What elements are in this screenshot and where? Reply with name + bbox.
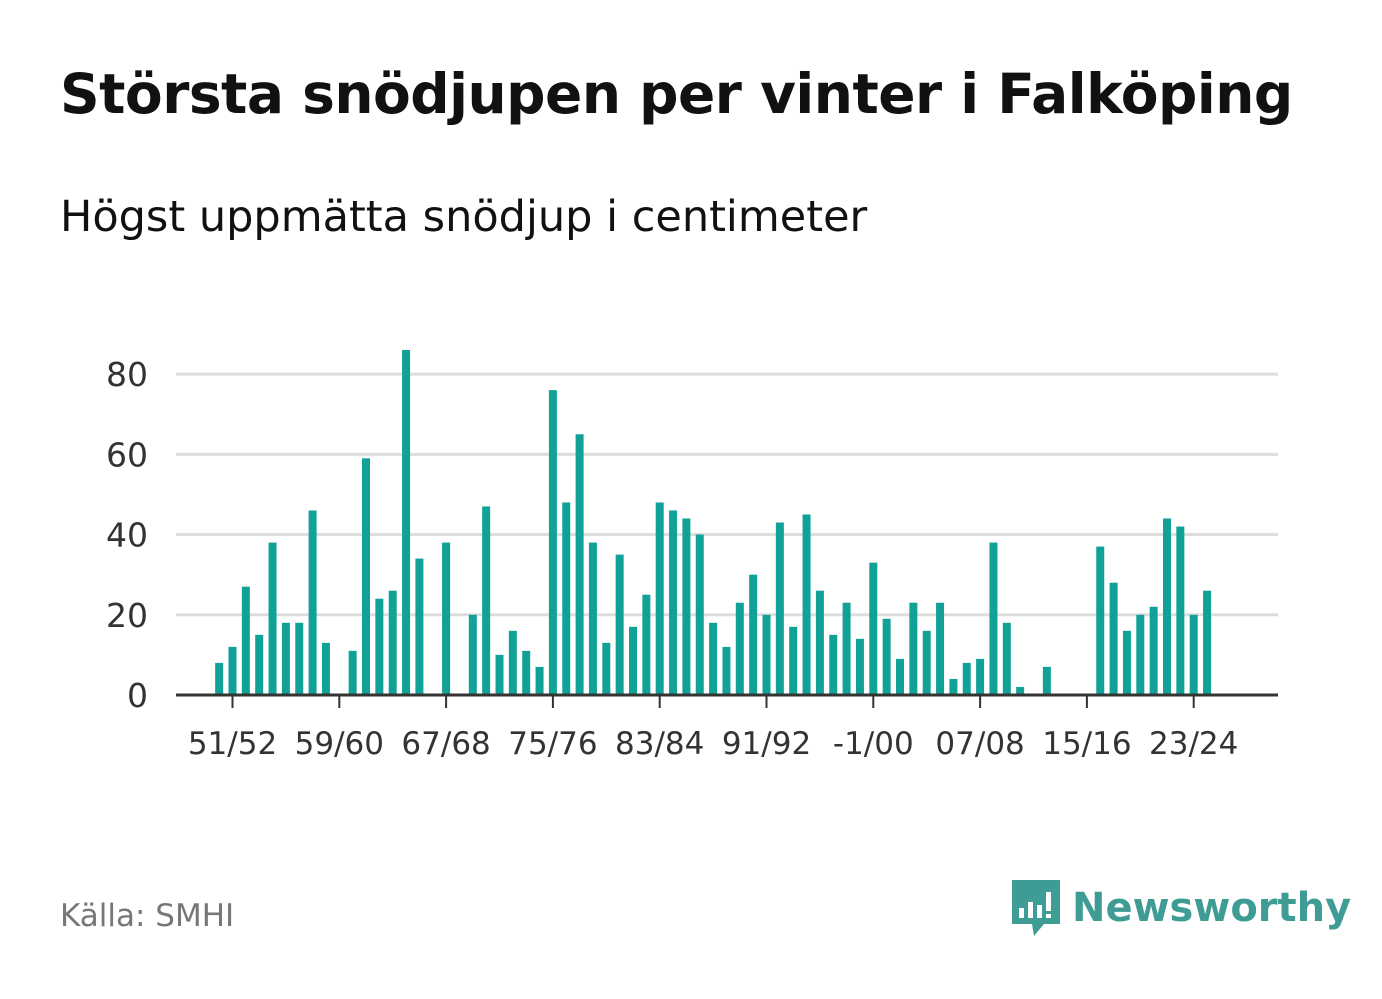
bar [1002,622,1011,695]
bar [241,586,250,695]
bar [415,558,424,695]
bar [1042,666,1051,695]
bar [749,574,758,695]
bar [375,598,384,695]
x-tick-label: -1/00 [833,726,914,762]
grid-lines [176,372,1278,617]
bar [615,554,624,695]
bar [321,642,330,695]
bar [1149,606,1158,695]
bar [642,594,651,695]
y-tick-label: 80 [106,355,148,394]
x-tick-label: 51/52 [188,726,277,762]
bar [548,390,557,695]
bar [789,626,798,695]
bar [922,630,931,695]
chart-title: Största snödjupen per vinter i Falköping [60,62,1293,126]
bar [882,618,891,695]
bar [268,542,277,695]
bar [682,518,691,695]
y-tick-label: 60 [106,435,148,474]
bar [1189,614,1198,695]
bar [989,542,998,695]
bar [482,506,491,695]
bar [495,654,504,695]
bar [695,534,704,695]
bar [522,650,531,695]
bar [308,510,317,695]
bar [1016,686,1025,695]
bar [228,646,237,695]
bar [442,542,451,695]
bar [1163,518,1171,695]
x-tick-label: 07/08 [935,726,1024,762]
x-tick-label: 67/68 [401,726,490,762]
bar [508,630,517,695]
x-tick-label: 75/76 [508,726,597,762]
y-tick-label: 40 [106,516,148,555]
bar [255,634,264,695]
bar [735,602,744,695]
y-tick-label: 20 [106,596,148,635]
bar [562,502,571,695]
x-tick-label: 23/24 [1149,726,1238,762]
bar [855,638,864,695]
bar [1203,590,1212,695]
bar [388,590,397,695]
bar [722,646,731,695]
bar [1176,526,1185,695]
brand-name: Newsworthy [1072,885,1352,931]
bar [1109,582,1118,695]
chart-subtitle: Högst uppmätta snödjup i centimeter [60,192,868,242]
bar [829,634,838,695]
newsworthy-logo-icon [1012,880,1060,936]
bar [655,502,664,695]
bar [762,614,771,695]
bar [1096,546,1105,695]
bar [709,622,718,695]
bar [896,658,904,695]
bar [802,514,811,695]
x-tick-label: 15/16 [1042,726,1131,762]
bar [775,522,784,695]
bar [215,662,224,695]
axes: 0 20 40 60 80 51/52 59/60 67/68 75/76 83/84 91/92-… [106,355,1278,762]
x-tick-label: 59/60 [295,726,384,762]
bar [1122,630,1131,695]
x-tick-label: 91/92 [722,726,811,762]
bar [669,510,678,695]
bar [588,542,597,695]
x-tick-label: 83/84 [615,726,704,762]
bar [949,678,958,695]
bar [1136,614,1145,695]
bar [602,642,611,695]
bar [842,602,851,695]
bar [362,458,370,695]
bar [295,622,304,695]
bars [215,350,1212,695]
bar [575,434,584,695]
y-tick-label: 0 [127,676,148,715]
bar [936,602,945,695]
bar [869,562,878,695]
bar [402,350,411,695]
bar [468,614,477,695]
source-note: Källa: SMHI [60,898,235,934]
bar [962,662,971,695]
bar [629,626,637,695]
bar [909,602,918,695]
bar [976,658,985,695]
bar [348,650,357,695]
brand-logo: Newsworthy [1010,878,1351,938]
bar [281,622,290,695]
bar [815,590,824,695]
bar [535,666,544,695]
